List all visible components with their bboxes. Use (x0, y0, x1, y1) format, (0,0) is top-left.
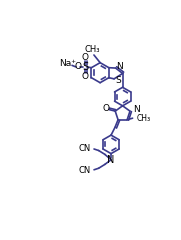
Text: CN: CN (79, 144, 91, 153)
Text: N: N (116, 62, 123, 71)
Text: O: O (75, 62, 82, 72)
Text: CH₃: CH₃ (85, 45, 100, 54)
Text: CH₃: CH₃ (136, 114, 151, 123)
Text: O: O (82, 53, 89, 62)
Text: S: S (82, 62, 88, 72)
Text: CN: CN (79, 166, 91, 175)
Text: O: O (102, 104, 110, 113)
Text: S: S (116, 76, 121, 84)
Text: Na⁺: Na⁺ (59, 59, 76, 68)
Text: N: N (133, 105, 140, 114)
Text: O: O (82, 72, 89, 81)
Text: N: N (107, 155, 115, 165)
